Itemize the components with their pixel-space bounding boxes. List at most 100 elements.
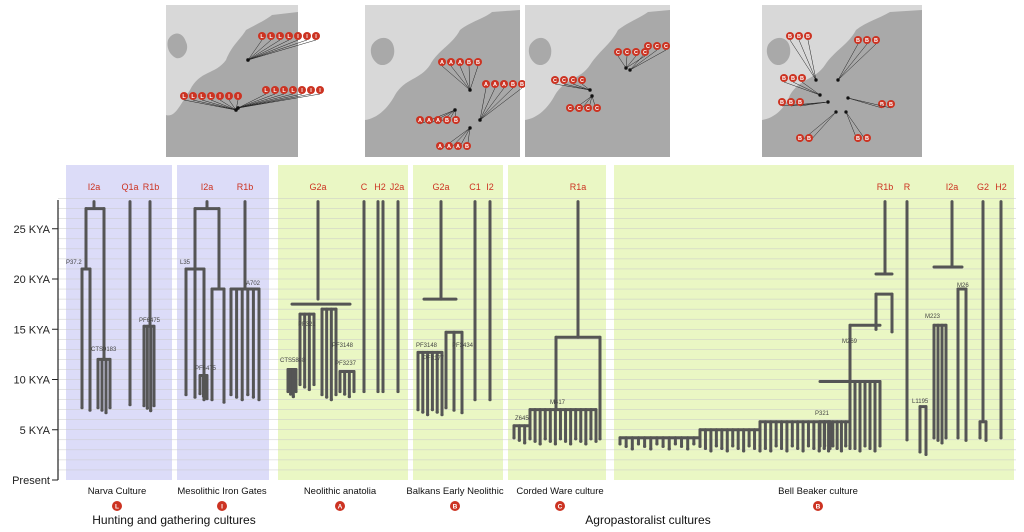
- snp-label: PF6475: [139, 318, 161, 324]
- site-marker-code: C: [568, 106, 572, 112]
- site-marker: [632, 48, 640, 56]
- site-marker: [796, 134, 804, 142]
- site-marker: [778, 98, 786, 106]
- site-marker: [593, 104, 601, 112]
- site-marker: [500, 80, 508, 88]
- site-marker-code: A: [418, 118, 422, 124]
- site-marker: [551, 76, 559, 84]
- leaf-sample: [720, 446, 724, 450]
- leaf-sample: [145, 406, 149, 410]
- site-marker-code: I: [301, 88, 303, 94]
- site-marker-code: C: [616, 50, 620, 56]
- site-marker: [307, 86, 315, 94]
- culture-code: I: [221, 504, 223, 511]
- leaf-sample: [714, 444, 718, 448]
- leaf-sample: [818, 444, 822, 448]
- leaf-sample: [936, 438, 940, 442]
- site-marker-code: B: [789, 100, 793, 106]
- site-marker: [316, 86, 324, 94]
- leaf-sample: [149, 409, 153, 413]
- snp-label: M417: [550, 400, 566, 406]
- leaf-sample: [873, 449, 877, 453]
- leaf-sample: [426, 413, 430, 417]
- site-marker-code: A: [440, 60, 444, 66]
- leaf-sample: [844, 444, 848, 448]
- leaf-sample: [303, 385, 307, 389]
- site-marker: [438, 58, 446, 66]
- site-marker: [445, 142, 453, 150]
- site-marker-code: A: [427, 118, 431, 124]
- site-marker-code: B: [798, 136, 802, 142]
- culture-names: Narva Culture Mesolithic Iron Gates Neol…: [88, 486, 858, 497]
- leaf-sample: [853, 446, 857, 450]
- leaf-sample: [692, 442, 696, 446]
- leaf-sample: [240, 398, 244, 402]
- leaf-sample: [201, 394, 206, 398]
- leaf-sample: [863, 444, 867, 448]
- site-marker-code: B: [791, 76, 795, 82]
- panel-narva: [66, 165, 172, 480]
- site-marker: [872, 36, 880, 44]
- leaf-sample: [709, 449, 713, 453]
- site-marker-code: B: [806, 34, 810, 40]
- site-marker: [443, 116, 451, 124]
- site-marker-code: A: [502, 82, 506, 88]
- site-marker: [312, 32, 320, 40]
- site-marker: [653, 42, 661, 50]
- site-marker-code: A: [447, 144, 451, 150]
- leaf-sample: [655, 442, 659, 446]
- leaf-sample: [152, 404, 156, 408]
- site-marker: [276, 32, 284, 40]
- leaf-sample: [742, 449, 746, 453]
- site-marker: [518, 80, 526, 88]
- leaf-sample: [769, 449, 773, 453]
- leaf-sample: [548, 439, 552, 443]
- leaf-sample: [822, 446, 826, 450]
- leaf-sample: [636, 442, 641, 446]
- hap-label: H2: [995, 182, 1007, 192]
- leaf-sample: [763, 446, 767, 450]
- leaf-sample: [932, 436, 936, 440]
- site-marker-code: B: [798, 100, 802, 106]
- site-marker: [425, 116, 433, 124]
- leaf-sample: [752, 446, 757, 450]
- site-marker-code: C: [553, 78, 557, 84]
- leaf-sample: [630, 447, 634, 451]
- site-marker: [798, 74, 806, 82]
- snp-label: CTS9183: [91, 347, 117, 353]
- leaf-sample: [826, 449, 831, 453]
- leaf-sample: [553, 442, 557, 446]
- site-marker: [578, 76, 586, 84]
- snp-label: A702: [246, 281, 261, 287]
- leaf-sample: [874, 327, 878, 331]
- snp-label: PF6475: [195, 366, 217, 372]
- site-marker-code: B: [865, 136, 869, 142]
- leaf-sample: [574, 437, 578, 441]
- site-marker: [560, 76, 568, 84]
- leaf-sample: [661, 444, 665, 448]
- leaf-sample: [758, 449, 762, 453]
- snp-labels: P37.2 CTS9183 PF6475 L35 A702 PF6475 PF3…: [66, 260, 969, 422]
- leaf-sample: [624, 444, 628, 448]
- y-tick-label: 20 KYA: [14, 274, 51, 286]
- site-marker-code: L: [264, 88, 268, 94]
- culture-code: L: [115, 504, 119, 511]
- hap-label: C: [361, 182, 368, 192]
- leaf-sample: [104, 411, 108, 415]
- culture-name: Corded Ware culture: [516, 486, 603, 497]
- site-marker-code: A: [458, 60, 462, 66]
- site-marker: [863, 36, 871, 44]
- hap-label: G2a: [432, 182, 449, 192]
- leaf-sample: [416, 408, 420, 412]
- leaf-sample: [978, 436, 982, 440]
- leaf-sample: [538, 442, 542, 446]
- site-marker-code: B: [467, 60, 471, 66]
- hap-label: R1a: [570, 182, 587, 192]
- leaf-sample: [444, 406, 448, 410]
- site-marker: [575, 104, 583, 112]
- y-tick-label: 25 KYA: [14, 224, 51, 236]
- leaf-sample: [940, 441, 944, 445]
- site-marker: [285, 32, 293, 40]
